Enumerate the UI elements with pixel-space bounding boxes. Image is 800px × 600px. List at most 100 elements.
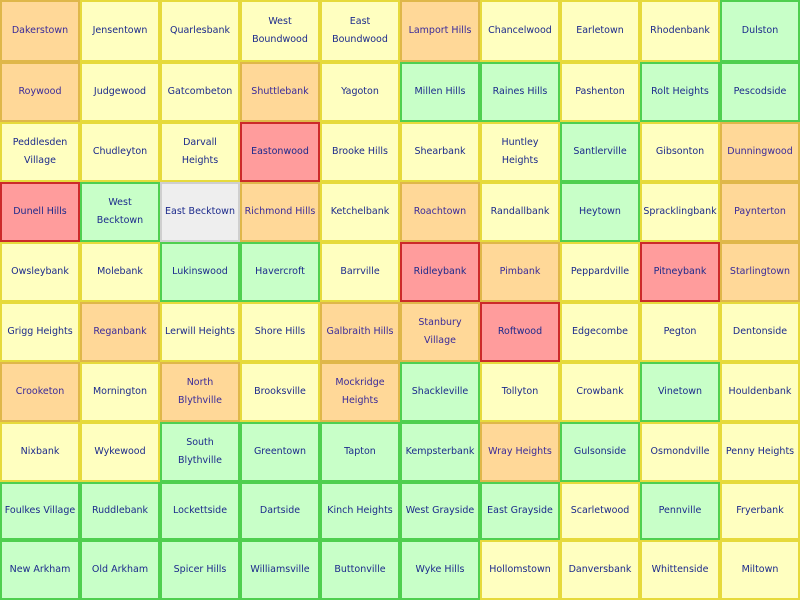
suburb-cell[interactable]: North Blythville	[160, 362, 240, 422]
suburb-cell[interactable]: Lockettside	[160, 482, 240, 540]
suburb-cell[interactable]: Williamsville	[240, 540, 320, 600]
suburb-cell[interactable]: Roftwood	[480, 302, 560, 362]
suburb-cell[interactable]: Pashenton	[560, 62, 640, 122]
suburb-cell[interactable]: Chancelwood	[480, 0, 560, 62]
suburb-cell[interactable]: Jensentown	[80, 0, 160, 62]
suburb-cell[interactable]: Nixbank	[0, 422, 80, 482]
suburb-cell[interactable]: Stanbury Village	[400, 302, 480, 362]
suburb-cell[interactable]: Paynterton	[720, 182, 800, 242]
suburb-cell[interactable]: Peddlesden Village	[0, 122, 80, 182]
suburb-cell[interactable]: Gatcombeton	[160, 62, 240, 122]
suburb-cell[interactable]: Raines Hills	[480, 62, 560, 122]
suburb-cell[interactable]: New Arkham	[0, 540, 80, 600]
suburb-cell[interactable]: Osmondville	[640, 422, 720, 482]
suburb-cell[interactable]: Lamport Hills	[400, 0, 480, 62]
suburb-cell[interactable]: Pennville	[640, 482, 720, 540]
suburb-cell[interactable]: Roachtown	[400, 182, 480, 242]
suburb-cell[interactable]: Santlerville	[560, 122, 640, 182]
suburb-cell[interactable]: Earletown	[560, 0, 640, 62]
suburb-cell[interactable]: Heytown	[560, 182, 640, 242]
suburb-cell[interactable]: Wray Heights	[480, 422, 560, 482]
suburb-cell[interactable]: Danversbank	[560, 540, 640, 600]
suburb-cell[interactable]: Wykewood	[80, 422, 160, 482]
suburb-cell[interactable]: Starlingtown	[720, 242, 800, 302]
suburb-cell[interactable]: Dakerstown	[0, 0, 80, 62]
suburb-cell[interactable]: Brooke Hills	[320, 122, 400, 182]
suburb-cell[interactable]: Dartside	[240, 482, 320, 540]
suburb-cell[interactable]: Millen Hills	[400, 62, 480, 122]
suburb-cell[interactable]: Randallbank	[480, 182, 560, 242]
suburb-cell[interactable]: Chudleyton	[80, 122, 160, 182]
suburb-cell[interactable]: Pitneybank	[640, 242, 720, 302]
suburb-cell[interactable]: Tapton	[320, 422, 400, 482]
suburb-cell[interactable]: Ridleybank	[400, 242, 480, 302]
suburb-cell[interactable]: Buttonville	[320, 540, 400, 600]
suburb-cell[interactable]: Crowbank	[560, 362, 640, 422]
suburb-cell[interactable]: Gibsonton	[640, 122, 720, 182]
suburb-cell[interactable]: East Grayside	[480, 482, 560, 540]
suburb-cell[interactable]: West Boundwood	[240, 0, 320, 62]
suburb-cell[interactable]: Kempsterbank	[400, 422, 480, 482]
suburb-cell[interactable]: Lerwill Heights	[160, 302, 240, 362]
suburb-cell[interactable]: Quarlesbank	[160, 0, 240, 62]
suburb-cell[interactable]: Kinch Heights	[320, 482, 400, 540]
suburb-cell[interactable]: Brooksville	[240, 362, 320, 422]
suburb-cell[interactable]: Dunell Hills	[0, 182, 80, 242]
suburb-cell[interactable]: Rhodenbank	[640, 0, 720, 62]
suburb-cell[interactable]: Rolt Heights	[640, 62, 720, 122]
suburb-cell[interactable]: Huntley Heights	[480, 122, 560, 182]
suburb-cell[interactable]: Galbraith Hills	[320, 302, 400, 362]
suburb-cell[interactable]: Roywood	[0, 62, 80, 122]
suburb-cell[interactable]: Shearbank	[400, 122, 480, 182]
suburb-cell[interactable]: Fryerbank	[720, 482, 800, 540]
suburb-cell[interactable]: West Becktown	[80, 182, 160, 242]
suburb-cell[interactable]: Spicer Hills	[160, 540, 240, 600]
suburb-cell[interactable]: Richmond Hills	[240, 182, 320, 242]
suburb-cell[interactable]: Grigg Heights	[0, 302, 80, 362]
suburb-cell[interactable]: Havercroft	[240, 242, 320, 302]
suburb-cell[interactable]: Pimbank	[480, 242, 560, 302]
suburb-cell[interactable]: Dunningwood	[720, 122, 800, 182]
suburb-cell[interactable]: Eastonwood	[240, 122, 320, 182]
suburb-cell[interactable]: Shackleville	[400, 362, 480, 422]
suburb-cell[interactable]: Peppardville	[560, 242, 640, 302]
suburb-cell[interactable]: Lukinswood	[160, 242, 240, 302]
suburb-cell[interactable]: Shuttlebank	[240, 62, 320, 122]
suburb-cell[interactable]: Shore Hills	[240, 302, 320, 362]
suburb-cell[interactable]: Vinetown	[640, 362, 720, 422]
suburb-cell[interactable]: Hollomstown	[480, 540, 560, 600]
suburb-cell[interactable]: Pescodside	[720, 62, 800, 122]
suburb-cell[interactable]: East Boundwood	[320, 0, 400, 62]
suburb-cell[interactable]: Mockridge Heights	[320, 362, 400, 422]
suburb-cell[interactable]: Miltown	[720, 540, 800, 600]
suburb-cell[interactable]: Houldenbank	[720, 362, 800, 422]
suburb-cell[interactable]: Crooketon	[0, 362, 80, 422]
suburb-cell[interactable]: Greentown	[240, 422, 320, 482]
suburb-cell[interactable]: Ketchelbank	[320, 182, 400, 242]
suburb-cell[interactable]: Mornington	[80, 362, 160, 422]
suburb-cell[interactable]: East Becktown	[160, 182, 240, 242]
suburb-cell[interactable]: Reganbank	[80, 302, 160, 362]
suburb-cell[interactable]: South Blythville	[160, 422, 240, 482]
suburb-cell[interactable]: Scarletwood	[560, 482, 640, 540]
suburb-cell[interactable]: Owsleybank	[0, 242, 80, 302]
suburb-cell[interactable]: Old Arkham	[80, 540, 160, 600]
suburb-cell[interactable]: Pegton	[640, 302, 720, 362]
suburb-cell[interactable]: Dentonside	[720, 302, 800, 362]
suburb-cell[interactable]: Tollyton	[480, 362, 560, 422]
suburb-cell[interactable]: Yagoton	[320, 62, 400, 122]
suburb-cell[interactable]: Barrville	[320, 242, 400, 302]
suburb-cell[interactable]: Edgecombe	[560, 302, 640, 362]
suburb-cell[interactable]: Dulston	[720, 0, 800, 62]
suburb-cell[interactable]: Wyke Hills	[400, 540, 480, 600]
suburb-cell[interactable]: Darvall Heights	[160, 122, 240, 182]
suburb-cell[interactable]: Molebank	[80, 242, 160, 302]
suburb-cell[interactable]: Whittenside	[640, 540, 720, 600]
suburb-cell[interactable]: Foulkes Village	[0, 482, 80, 540]
suburb-cell[interactable]: Spracklingbank	[640, 182, 720, 242]
suburb-cell[interactable]: Penny Heights	[720, 422, 800, 482]
suburb-cell[interactable]: Ruddlebank	[80, 482, 160, 540]
suburb-cell[interactable]: West Grayside	[400, 482, 480, 540]
suburb-cell[interactable]: Judgewood	[80, 62, 160, 122]
suburb-cell[interactable]: Gulsonside	[560, 422, 640, 482]
